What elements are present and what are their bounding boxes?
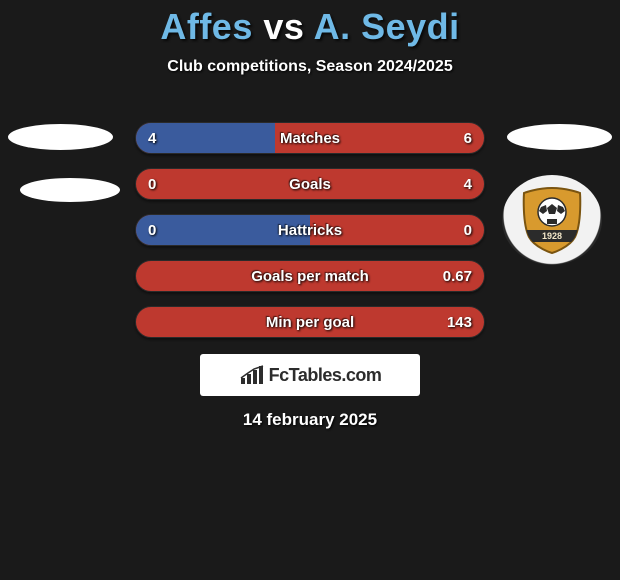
branding-text: FcTables.com <box>269 365 382 386</box>
stat-label: Min per goal <box>136 307 484 337</box>
bar-chart-icon <box>239 364 267 386</box>
branding-prefix: Fc <box>269 365 289 385</box>
stat-right-value: 0.67 <box>431 261 484 291</box>
club-shield-icon: 1928 <box>517 185 587 255</box>
player1-badge-placeholder-bottom <box>20 178 120 202</box>
branding-main: Tables <box>289 365 342 385</box>
stat-right-value: 4 <box>452 169 484 199</box>
branding-box: FcTables.com <box>200 354 420 396</box>
player2-club-badge: 1928 <box>502 175 602 265</box>
date-text: 14 february 2025 <box>0 410 620 430</box>
stat-row-min-per-goal: Min per goal 143 <box>135 306 485 338</box>
vs-text: vs <box>263 6 304 47</box>
stat-right-value: 0 <box>452 215 484 245</box>
player2-name: A. Seydi <box>314 6 460 47</box>
stat-right-value: 6 <box>452 123 484 153</box>
stat-row-goals: 0 Goals 4 <box>135 168 485 200</box>
player1-name: Affes <box>160 6 253 47</box>
stat-row-matches: 4 Matches 6 <box>135 122 485 154</box>
stat-row-hattricks: 0 Hattricks 0 <box>135 214 485 246</box>
stats-container: 4 Matches 6 0 Goals 4 0 Hattricks 0 Goal… <box>135 122 485 352</box>
branding-suffix: .com <box>341 365 381 385</box>
player2-badge-placeholder-top <box>507 124 612 150</box>
subtitle: Club competitions, Season 2024/2025 <box>0 58 620 76</box>
stat-label: Goals <box>136 169 484 199</box>
stat-label: Matches <box>136 123 484 153</box>
badge-year: 1928 <box>542 231 562 241</box>
headline: Affes vs A. Seydi <box>0 6 620 48</box>
player1-badge-placeholder-top <box>8 124 113 150</box>
stat-row-goals-per-match: Goals per match 0.67 <box>135 260 485 292</box>
infographic-root: Affes vs A. Seydi Club competitions, Sea… <box>0 0 620 580</box>
stat-label: Hattricks <box>136 215 484 245</box>
stat-right-value: 143 <box>435 307 484 337</box>
